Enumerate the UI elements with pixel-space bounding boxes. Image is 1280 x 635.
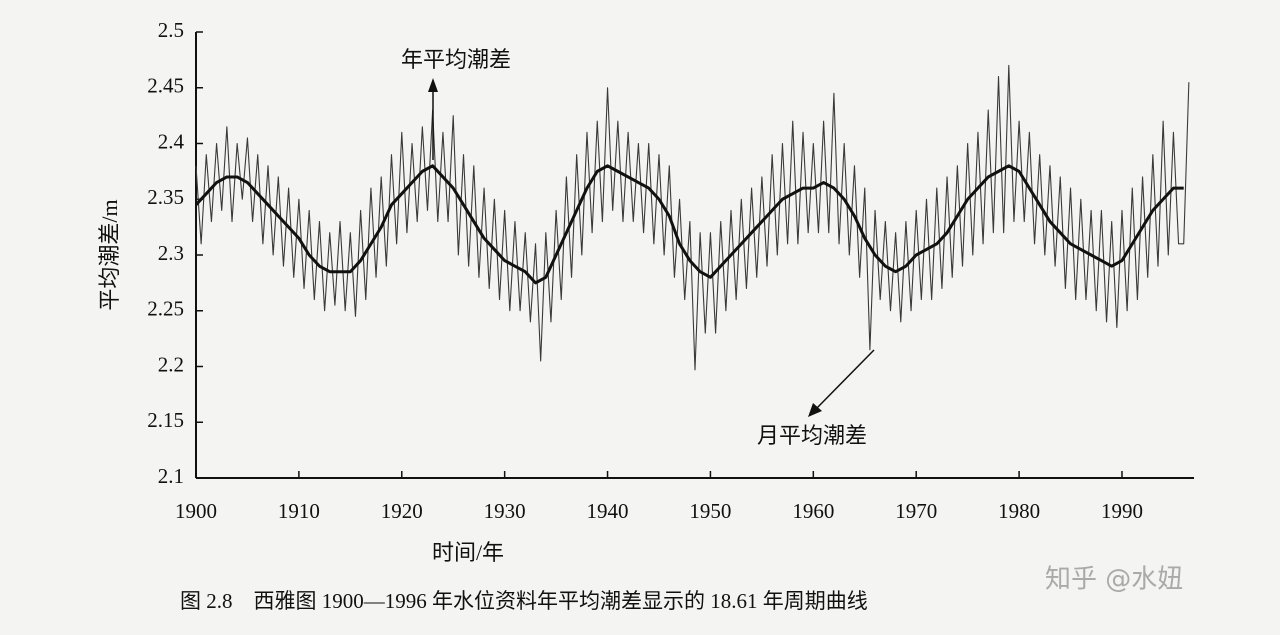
y-tick-label: 2.3: [158, 241, 184, 265]
arrow-head: [428, 78, 438, 92]
x-tick-label: 1900: [175, 499, 217, 523]
series-line: [194, 164, 1184, 285]
series-line: [195, 64, 1190, 371]
x-tick-label: 1950: [689, 499, 731, 523]
watermark: 知乎 @水妞: [1045, 565, 1183, 595]
x-tick-label: 1920: [381, 499, 423, 523]
caption: 图 2.8 西雅图 1900—1996 年水位资料年平均潮差显示的 18.61 …: [180, 589, 868, 613]
y-tick-label: 2.4: [158, 129, 185, 153]
y-tick-label: 2.5: [158, 18, 184, 42]
x-tick-label: 1910: [278, 499, 320, 523]
x-tick-label: 1980: [998, 499, 1040, 523]
y-tick-label: 2.25: [147, 297, 184, 321]
y-tick-label: 2.45: [147, 74, 184, 98]
y-tick-label: 2.15: [147, 408, 184, 432]
x-axis-label: 时间/年: [432, 540, 504, 565]
y-tick-label: 2.1: [158, 464, 184, 488]
x-tick-label: 1970: [895, 499, 937, 523]
x-tick-label: 1930: [484, 499, 526, 523]
annotation: 年平均潮差: [401, 47, 511, 72]
x-tick-label: 1940: [587, 499, 629, 523]
annotation-arrow: [814, 349, 875, 411]
y-tick-label: 2.2: [158, 352, 184, 376]
y-axis-label: 平均潮差/m: [97, 199, 122, 310]
annotation: 月平均潮差: [757, 423, 867, 448]
arrow-head: [808, 403, 822, 417]
x-tick-label: 1960: [792, 499, 834, 523]
y-tick-label: 2.35: [147, 185, 184, 209]
x-tick-label: 1990: [1101, 499, 1143, 523]
